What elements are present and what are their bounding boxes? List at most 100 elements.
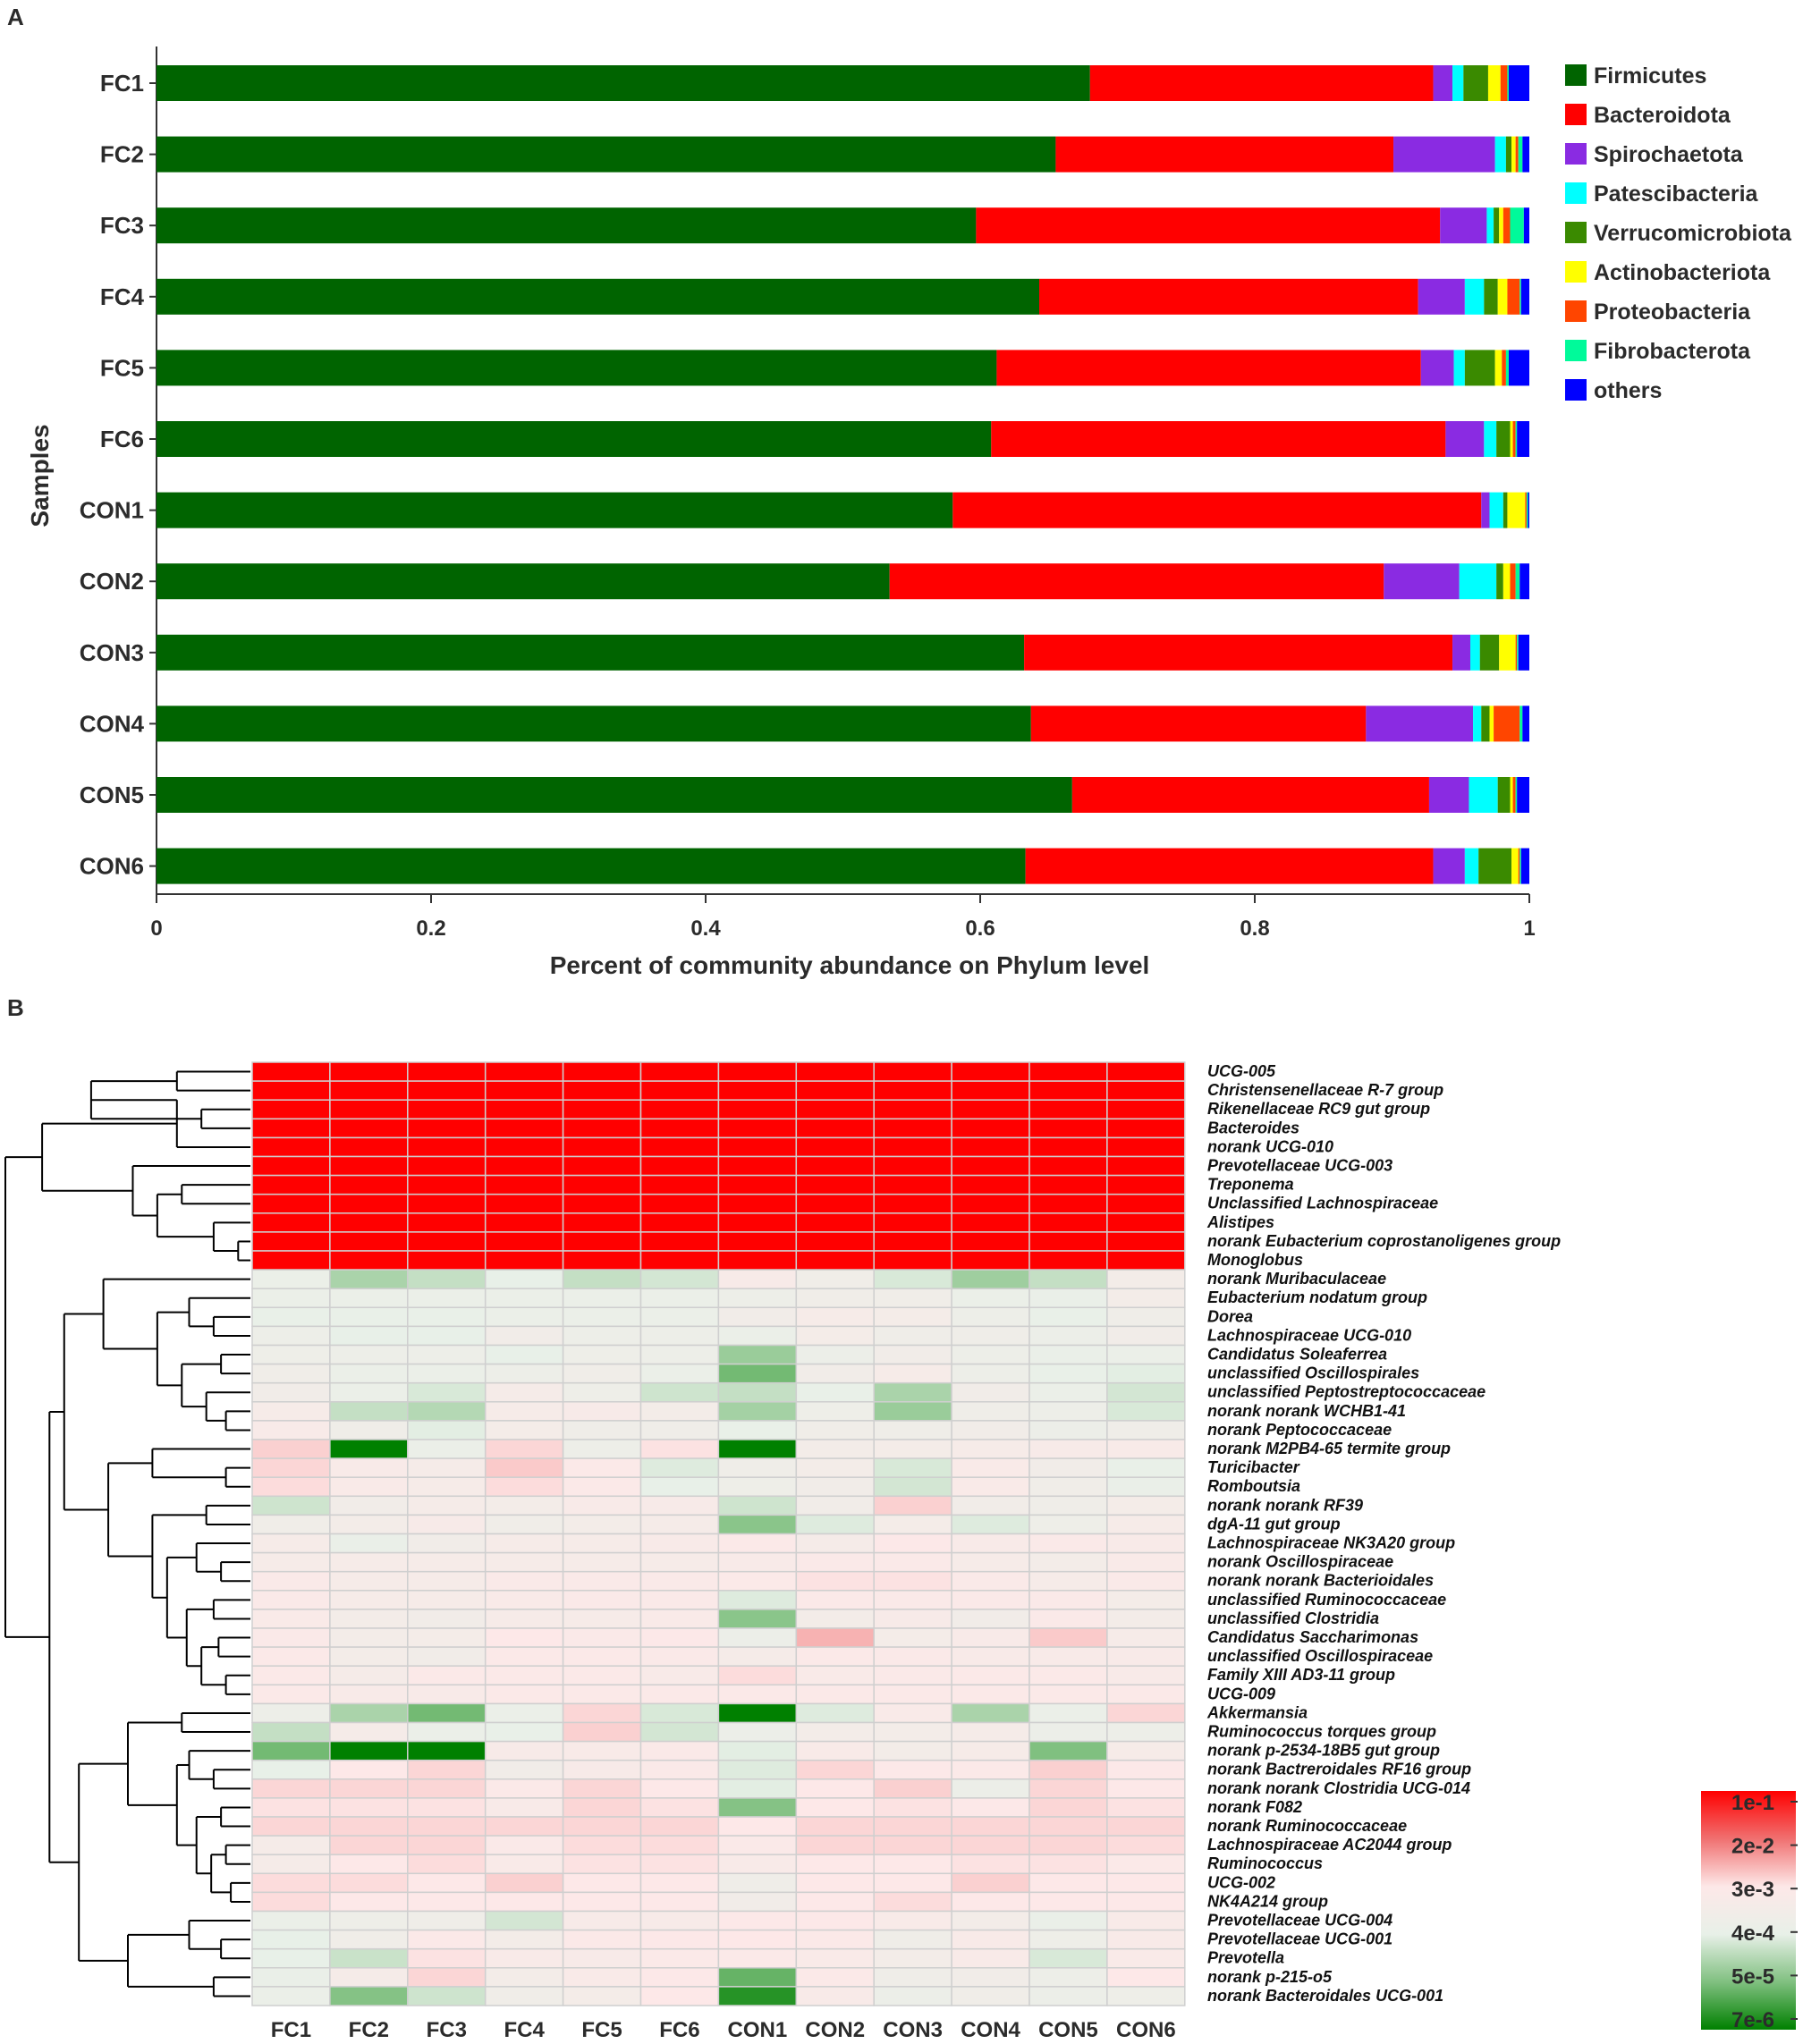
bar-segment-verrucomicrobiota (1502, 492, 1508, 528)
bar-segment-others (1508, 350, 1529, 386)
row-label: norank Peptococcaceae (1207, 1421, 1392, 1439)
y-tick-label: CON3 (80, 639, 144, 666)
heatmap-cell (562, 1929, 642, 1950)
heatmap-cell (251, 1457, 331, 1478)
heatmap-cell (717, 1269, 798, 1289)
row-label: Monoglobus (1207, 1251, 1303, 1269)
bar-segment-proteobacteria (1507, 278, 1520, 315)
heatmap-cell (329, 1665, 409, 1686)
heatmap-cell (251, 1627, 331, 1648)
heatmap-cell (407, 1570, 487, 1592)
heatmap-cell (1106, 1231, 1186, 1252)
heatmap-cell (251, 1420, 331, 1440)
heatmap-cell (639, 1476, 720, 1498)
heatmap-cell (951, 1891, 1030, 1913)
bar-segment-fibrobacterota (1519, 278, 1521, 315)
heatmap-cell (1106, 1947, 1186, 1969)
heatmap-cell (562, 1288, 642, 1309)
x-tick-label: 0.6 (965, 916, 995, 941)
heatmap-cell (951, 1816, 1030, 1837)
heatmap-cell (562, 1174, 642, 1195)
heatmap-cell (407, 1797, 487, 1818)
heatmap-cell (407, 1646, 487, 1667)
heatmap-cell (484, 1740, 564, 1761)
heatmap-cell (639, 1155, 720, 1177)
heatmap-cell (717, 1929, 798, 1950)
heatmap-cell (484, 1118, 564, 1139)
heatmap-cell (873, 1872, 952, 1894)
heatmap-cell (1106, 1551, 1186, 1573)
heatmap-cell (1028, 1533, 1108, 1554)
heatmap-cell (562, 1363, 642, 1384)
row-label: Christensenellaceae R-7 group (1207, 1081, 1443, 1099)
heatmap-cell (795, 1740, 875, 1761)
heatmap-cell (562, 1986, 642, 2006)
heatmap-cell (484, 1344, 564, 1365)
heatmap-cell (795, 1420, 875, 1440)
row-label: Romboutsia (1207, 1477, 1300, 1495)
bar-segment-actinobacteriota (1502, 563, 1511, 600)
heatmap-cell (1028, 1476, 1108, 1498)
heatmap-cell (484, 1363, 564, 1384)
heatmap-cell (873, 1381, 952, 1403)
heatmap-cell (639, 1381, 720, 1403)
row-label: norank Muribaculaceae (1207, 1270, 1386, 1288)
color-scale-label: 5e-5 (1731, 1964, 1774, 1989)
bar-segment-others (1523, 207, 1529, 244)
bar-segment-others (1520, 278, 1529, 315)
heatmap-cell (951, 1061, 1030, 1082)
heatmap-cell (329, 1986, 409, 2006)
heatmap-cell (251, 1910, 331, 1931)
row-label: UCG-005 (1207, 1062, 1276, 1080)
heatmap-cell (407, 1891, 487, 1913)
heatmap-cell (951, 1551, 1030, 1573)
bar-segment-fibrobacterota (1507, 65, 1509, 101)
heatmap-cell (1106, 1684, 1186, 1705)
heatmap-cell (795, 1080, 875, 1101)
heatmap-cell (717, 1627, 798, 1648)
heatmap-cell (484, 1665, 564, 1686)
heatmap-cell (951, 1854, 1030, 1875)
row-label: Unclassified Lachnospiraceae (1207, 1195, 1438, 1212)
heatmap-cell (795, 1193, 875, 1214)
heatmap-cell (1028, 1609, 1108, 1629)
heatmap-cell (951, 1702, 1030, 1724)
heatmap-cell (562, 1099, 642, 1120)
heatmap-cell (1028, 1495, 1108, 1516)
heatmap-cell (951, 1363, 1030, 1384)
row-label: norank Oscillospiraceae (1207, 1553, 1393, 1571)
bar-segment-spirochaetota (1452, 634, 1470, 671)
x-axis-label: Percent of community abundance on Phylum… (550, 951, 1150, 979)
heatmap-cell (639, 1193, 720, 1214)
bar-segment-others (1519, 563, 1529, 600)
heatmap-cell (407, 1533, 487, 1554)
row-label: norank norank WCHB1-41 (1207, 1402, 1406, 1420)
bar-segment-actinobacteriota (1494, 350, 1502, 386)
bar-segment-firmicutes (157, 563, 890, 600)
heatmap-cell (407, 1627, 487, 1648)
heatmap-cell (329, 1891, 409, 1913)
bar-segment-proteobacteria (1515, 136, 1519, 173)
heatmap-cell (873, 1590, 952, 1610)
heatmap-cell (639, 1288, 720, 1309)
heatmap-cell (873, 1721, 952, 1743)
heatmap-cell (951, 1570, 1030, 1592)
heatmap-cell (717, 1136, 798, 1158)
heatmap-cell (329, 1099, 409, 1120)
bar-segment-verrucomicrobiota (1484, 278, 1498, 315)
heatmap-cell (484, 1646, 564, 1667)
row-label: Dorea (1207, 1307, 1253, 1325)
heatmap-cell (562, 1325, 642, 1347)
bar-segment-verrucomicrobiota (1478, 848, 1512, 884)
heatmap-cell (951, 1665, 1030, 1686)
heatmap-cell (1028, 1929, 1108, 1950)
heatmap-cell (251, 1231, 331, 1252)
heatmap-cell (329, 1910, 409, 1931)
bar-segment-verrucomicrobiota (1505, 136, 1512, 173)
row-label: norank Bacteroidales UCG-001 (1207, 1987, 1443, 2005)
row-label: Prevotella (1207, 1949, 1284, 1967)
heatmap-cell (795, 1684, 875, 1705)
heatmap-cell (1106, 1212, 1186, 1233)
bar-segment-bacteroidota (996, 350, 1421, 386)
row-label: Treponema (1207, 1176, 1294, 1194)
